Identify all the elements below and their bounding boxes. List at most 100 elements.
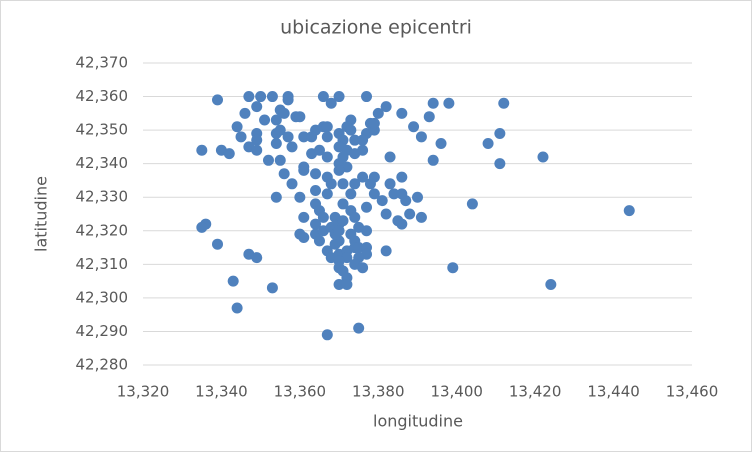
scatter-point [286, 141, 298, 153]
scatter-point [337, 151, 349, 163]
scatter-point [317, 211, 329, 223]
scatter-point [306, 131, 318, 143]
scatter-point [415, 131, 427, 143]
scatter-point [274, 124, 286, 136]
x-tick-label: 13,400 [430, 383, 483, 401]
y-tick-label: 42,330 [76, 188, 129, 206]
scatter-point [321, 121, 333, 133]
scatter-point [231, 302, 243, 314]
scatter-point [251, 134, 263, 146]
scatter-point [357, 134, 369, 146]
scatter-point [310, 168, 322, 180]
y-tick-label: 42,340 [76, 154, 129, 172]
x-tick-label: 13,340 [195, 383, 248, 401]
y-tick-label: 42,370 [76, 54, 129, 72]
scatter-point [537, 151, 549, 163]
scatter-point [498, 97, 510, 109]
scatter-point [404, 208, 416, 220]
scatter-point [423, 111, 435, 123]
scatter-point [380, 101, 392, 113]
scatter-point [337, 178, 349, 190]
scatter-point [196, 144, 208, 156]
scatter-point [333, 91, 345, 103]
scatter-point [384, 151, 396, 163]
scatter-point [345, 228, 357, 240]
scatter-point [313, 235, 325, 247]
scatter-point [298, 211, 310, 223]
y-tick-label: 42,290 [76, 322, 129, 340]
scatter-point [294, 191, 306, 203]
scatter-point [345, 188, 357, 200]
scatter-point [298, 161, 310, 173]
scatter-point [408, 121, 420, 133]
scatter-point [357, 262, 369, 274]
scatter-point [368, 188, 380, 200]
scatter-point [298, 131, 310, 143]
scatter-point [466, 198, 478, 210]
scatter-point [282, 94, 294, 106]
y-tick-label: 42,320 [76, 221, 129, 239]
scatter-point [447, 262, 459, 274]
scatter-point [321, 131, 333, 143]
scatter-point [415, 211, 427, 223]
scatter-point [262, 154, 274, 166]
scatter-point [333, 225, 345, 237]
scatter-point [435, 138, 447, 150]
scatter-point [227, 275, 239, 287]
scatter-point [494, 127, 506, 139]
scatter-point [361, 225, 373, 237]
y-tick-label: 42,280 [76, 356, 129, 374]
scatter-point [623, 205, 635, 217]
scatter-point [372, 107, 384, 119]
scatter-point [345, 124, 357, 136]
scatter-point [333, 164, 345, 176]
scatter-point [349, 178, 361, 190]
x-tick-label: 13,460 [666, 383, 719, 401]
scatter-point [298, 231, 310, 243]
scatter-point [494, 158, 506, 170]
scatter-point [231, 121, 243, 133]
x-tick-label: 13,380 [352, 383, 405, 401]
scatter-point [357, 171, 369, 183]
scatter-point [270, 138, 282, 150]
scatter-point [251, 101, 263, 113]
scatter-point [270, 114, 282, 126]
scatter-point [321, 188, 333, 200]
scatter-point [317, 91, 329, 103]
scatter-point [396, 107, 408, 119]
scatter-point [353, 242, 365, 254]
y-tick-label: 42,310 [76, 255, 129, 273]
scatter-point [337, 198, 349, 210]
scatter-point [196, 221, 208, 233]
y-tick-label: 42,350 [76, 121, 129, 139]
scatter-point [251, 144, 263, 156]
x-axis-title: longitudine [373, 412, 463, 431]
scatter-point [353, 322, 365, 334]
scatter-point [376, 195, 388, 207]
scatter-point [341, 278, 353, 290]
scatter-point [427, 97, 439, 109]
x-tick-label: 13,360 [274, 383, 327, 401]
scatter-point [364, 178, 376, 190]
scatter-point [310, 218, 322, 230]
scatter-point [259, 114, 271, 126]
chart-title: ubicazione epicentri [280, 17, 472, 39]
scatter-point [361, 91, 373, 103]
scatter-point [368, 117, 380, 129]
y-tick-label: 42,300 [76, 288, 129, 306]
scatter-point [349, 211, 361, 223]
scatter-point [243, 91, 255, 103]
x-tick-label: 13,320 [117, 383, 170, 401]
scatter-point [235, 131, 247, 143]
scatter-point [349, 134, 361, 146]
scatter-point [278, 107, 290, 119]
scatter-point [286, 178, 298, 190]
scatter-point [384, 178, 396, 190]
scatter-point [337, 215, 349, 227]
scatter-point [329, 238, 341, 250]
scatter-point [223, 148, 235, 160]
scatter-point [255, 91, 267, 103]
scatter-point [321, 329, 333, 341]
scatter-point [325, 97, 337, 109]
